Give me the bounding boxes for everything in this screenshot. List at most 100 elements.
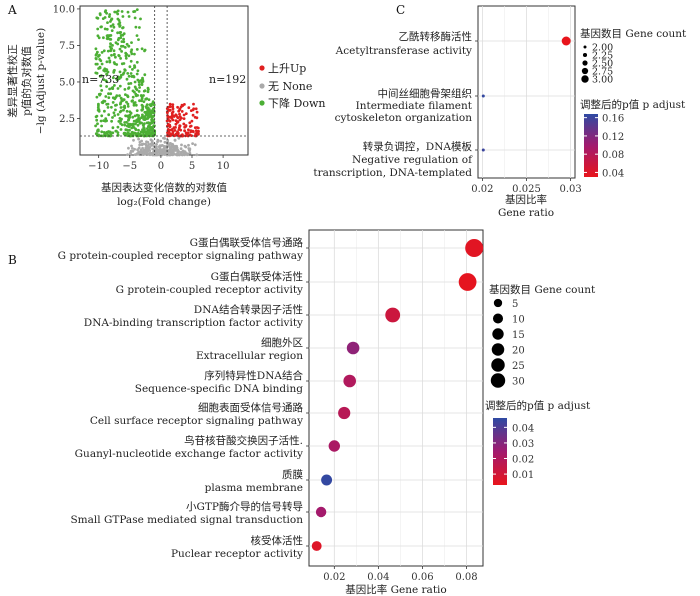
volcano-point-up — [176, 105, 180, 109]
volcano-point-up — [187, 106, 191, 110]
b-point — [311, 541, 322, 551]
volcano-x-tick-label: 0 — [158, 161, 164, 172]
volcano-point-down — [113, 114, 117, 117]
b-category-label-cn: 细胞外区 — [261, 336, 303, 349]
c-size-legend: 基因数目 Gene count 2.002.252.502.753.00 — [580, 27, 687, 86]
b-size-legend-marker — [493, 298, 503, 308]
volcano-point-down — [132, 75, 136, 79]
b-color-legend-tick-label: 0.04 — [512, 423, 534, 434]
volcano-point-up — [180, 116, 183, 120]
volcano-point-down — [133, 52, 136, 56]
volcano-point-none — [162, 136, 165, 140]
b-category-label-cn: 核受体活性 — [251, 534, 304, 547]
volcano-point-none — [181, 153, 184, 157]
volcano-point-none — [162, 152, 166, 156]
volcano-point-down — [120, 62, 124, 66]
volcano-point-down — [118, 25, 122, 28]
volcano-point-none — [140, 143, 144, 147]
volcano-point-down — [148, 121, 152, 125]
volcano-point-down — [111, 116, 114, 119]
volcano-point-up — [179, 128, 183, 132]
volcano-point-none — [158, 147, 162, 151]
volcano-point-none — [156, 153, 160, 157]
volcano-point-down — [133, 10, 137, 13]
volcano-point-down — [105, 85, 108, 88]
volcano-point-none — [138, 143, 142, 147]
volcano-point-down — [119, 128, 123, 131]
volcano-point-down — [138, 99, 141, 103]
volcano-point-none — [179, 150, 183, 154]
volcano-point-down — [97, 36, 101, 40]
volcano-point-none — [169, 150, 173, 154]
volcano-point-down — [105, 119, 108, 123]
volcano-point-down — [137, 90, 141, 93]
b-size-legend-label: 10 — [512, 315, 525, 326]
volcano-point-down — [139, 17, 142, 21]
volcano-point-up — [171, 105, 175, 109]
volcano-point-down — [120, 10, 124, 13]
c-cat-3-en-2: transcription, DNA-templated — [313, 167, 472, 179]
volcano-point-down — [140, 103, 144, 107]
volcano-point-up — [183, 129, 187, 133]
volcano-point-down — [131, 123, 135, 127]
volcano-point-down — [141, 115, 145, 119]
b-size-legend-marker — [490, 373, 506, 388]
volcano-point-none — [177, 136, 181, 140]
volcano-point-down — [102, 36, 105, 40]
volcano-point-up — [181, 104, 185, 107]
volcano-point-down — [146, 117, 150, 120]
volcano-point-down — [146, 106, 150, 110]
volcano-point-none — [183, 144, 187, 148]
c-color-legend-tick-label: 0.16 — [602, 114, 624, 125]
c-size-legend-marker — [581, 75, 589, 83]
volcano-y-tick-label: 5.0 — [59, 77, 75, 88]
volcano-point-down — [105, 37, 109, 40]
volcano-point-down — [112, 53, 116, 57]
volcano-point-down — [113, 68, 116, 72]
volcano-point-none — [149, 152, 153, 156]
volcano-point-down — [133, 101, 137, 104]
volcano-point-down — [109, 20, 112, 23]
volcano-point-down — [107, 56, 111, 60]
volcano-point-down — [131, 125, 135, 129]
volcano-point-down — [100, 62, 104, 66]
c-cat-1-cn: 乙酰转移酶活性 — [399, 30, 473, 43]
volcano-point-down — [140, 121, 144, 125]
volcano-point-down — [111, 131, 115, 135]
volcano-point-up — [195, 110, 199, 114]
volcano-point-up — [188, 121, 192, 125]
volcano-point-down — [149, 126, 152, 129]
volcano-point-down — [137, 80, 141, 84]
volcano-point-none — [174, 147, 178, 151]
b-size-legend: 基因数目 Gene count 5 10 15 20 25 30 — [489, 283, 596, 388]
c-size-legend-marker — [582, 52, 588, 58]
c-size-legend-items: 2.002.252.502.753.00 — [581, 43, 613, 86]
volcano-point-down — [127, 54, 131, 58]
volcano-point-down — [99, 92, 102, 96]
c-size-legend-label: 2.75 — [592, 67, 613, 78]
volcano-point-down — [100, 51, 104, 54]
volcano-point-down — [127, 132, 131, 136]
volcano-point-down — [142, 89, 146, 93]
volcano-point-down — [140, 47, 144, 51]
volcano-point-up — [176, 115, 179, 119]
volcano-point-down — [127, 125, 131, 129]
legend-down-label: 下降 Down — [268, 96, 325, 110]
b-point — [315, 506, 327, 518]
b-category-label-cn: 鸟苷核苷酸交换因子活性. — [184, 434, 303, 447]
volcano-point-down — [118, 70, 122, 74]
volcano-point-down — [100, 101, 104, 104]
b-size-legend-items: 5 10 15 20 25 30 — [490, 298, 525, 388]
c-x-tick-label: 0.03 — [559, 184, 581, 195]
volcano-point-down — [129, 59, 133, 63]
volcano-point-down — [118, 21, 122, 25]
volcano-point-down — [117, 120, 121, 123]
b-category-label-cn: G蛋白偶联受体信号通路 — [190, 236, 304, 249]
volcano-point-down — [111, 101, 115, 104]
b-size-legend-label: 5 — [512, 299, 518, 310]
volcano-point-down — [105, 60, 109, 64]
volcano-point-down — [143, 73, 147, 77]
volcano-point-none — [165, 144, 169, 148]
volcano-point-down — [103, 109, 106, 113]
c-color-legend-title: 调整后的p值 p adjust — [580, 98, 686, 111]
